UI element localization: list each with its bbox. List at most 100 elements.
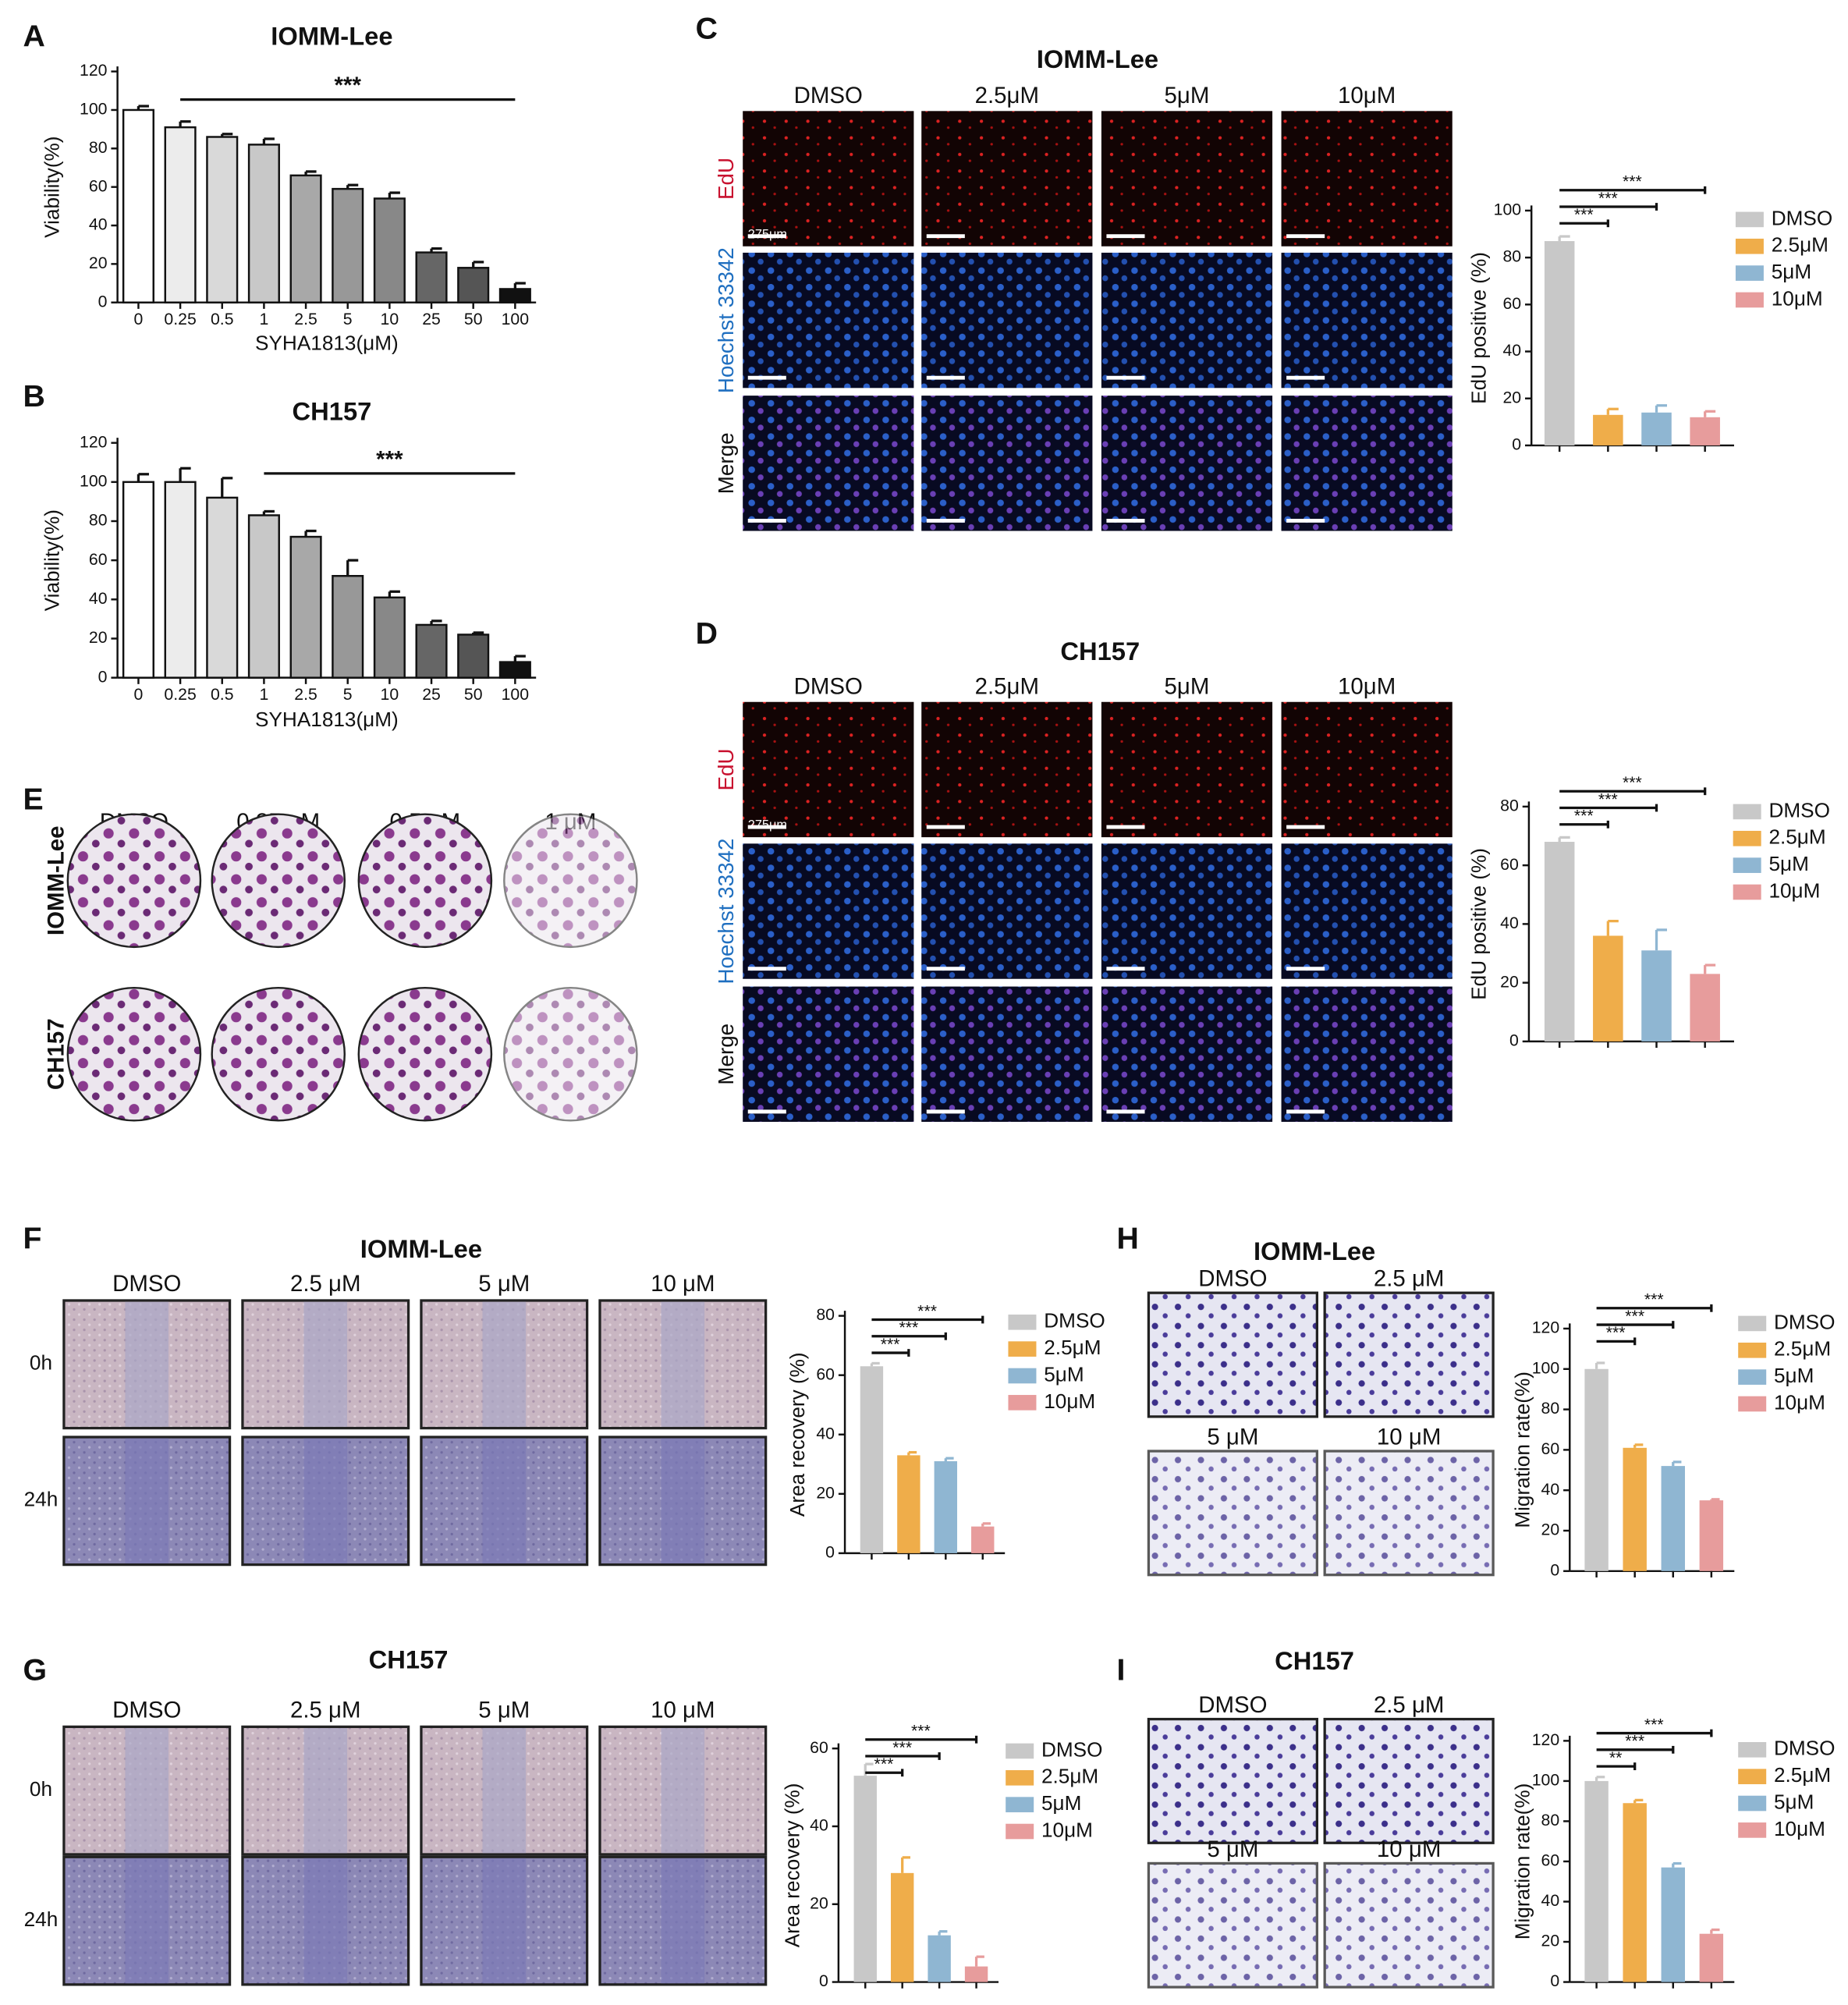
legend-swatch (1733, 884, 1761, 900)
colony-dish (66, 813, 202, 949)
legend-swatch (1008, 1341, 1037, 1357)
bar (289, 535, 322, 679)
y-tick-label: 0 (1512, 435, 1521, 454)
micrograph (1281, 986, 1453, 1122)
x-tick-label: 0 (134, 310, 144, 328)
x-tick-label: 1 (259, 685, 268, 704)
y-tick-label: 60 (1541, 1851, 1560, 1870)
y-axis-label: Migration rate(%) (1510, 1372, 1534, 1528)
y-tick-label: 40 (1502, 341, 1521, 360)
legend-swatch (1735, 211, 1764, 228)
legend-swatch (1738, 1769, 1767, 1784)
significance-label: *** (911, 1722, 931, 1741)
bar (1593, 935, 1623, 1042)
x-axis-label: SYHA1813(μM) (255, 708, 399, 731)
panel-label: H (1117, 1221, 1139, 1255)
bar (1690, 974, 1720, 1042)
wound-gap (661, 1301, 705, 1427)
y-tick-label: 0 (1509, 1031, 1519, 1050)
y-axis-label: Area recovery (%) (781, 1783, 804, 1947)
bar (1623, 1447, 1647, 1571)
column-label: 2.5 μM (290, 1271, 361, 1297)
bar (1690, 417, 1720, 445)
legend-swatch (1738, 1369, 1767, 1385)
significance-label: *** (899, 1318, 918, 1337)
chart-title: CH157 (293, 397, 372, 426)
bar (498, 288, 531, 303)
legend-label: 2.5μM (1041, 1765, 1098, 1788)
significance-label: *** (874, 1755, 894, 1773)
micrograph (921, 396, 1093, 531)
column-label: 10μM (1338, 674, 1396, 700)
legend-label: DMSO (1772, 206, 1832, 229)
y-tick-label: 80 (1500, 796, 1519, 814)
bar (1544, 241, 1575, 445)
significance-label: *** (881, 1335, 900, 1354)
column-label: 2.5μM (975, 674, 1039, 700)
transwell-image (1147, 1450, 1318, 1577)
column-label: 2.5μM (975, 83, 1039, 108)
y-tick-label: 0 (1550, 1971, 1559, 1990)
x-tick-label: 100 (502, 685, 529, 704)
legend-label: DMSO (1774, 1310, 1835, 1333)
bar (457, 633, 490, 679)
bar (373, 596, 406, 679)
bar (1623, 1803, 1647, 1982)
transwell-image (1147, 1861, 1318, 1989)
bar (122, 481, 154, 679)
image-label: 5 μM (1207, 1836, 1258, 1862)
wound-gap (125, 1858, 169, 1984)
legend-label: 2.5μM (1774, 1337, 1831, 1361)
bar (415, 251, 448, 303)
legend-swatch (1006, 1769, 1034, 1786)
column-label: 5 μM (478, 1698, 530, 1723)
y-tick-label: 20 (89, 628, 108, 647)
y-tick-label: 60 (1500, 855, 1519, 874)
y-tick-label: 0 (819, 1971, 828, 1990)
bar (1699, 1500, 1724, 1571)
bar (1661, 1466, 1685, 1571)
micrograph (1281, 396, 1453, 531)
micrograph (1281, 111, 1453, 247)
bar (1641, 412, 1672, 445)
wound-gap (661, 1728, 705, 1854)
bar (498, 661, 531, 679)
micrograph (743, 986, 914, 1122)
y-tick-label: 60 (89, 176, 108, 195)
y-tick-label: 20 (1502, 388, 1521, 406)
column-label: 10 μM (651, 1698, 715, 1723)
bar (373, 197, 406, 303)
legend-label: 5μM (1772, 260, 1811, 283)
panel-title: CH157 (1275, 1646, 1354, 1675)
x-axis-label: SYHA1813(μM) (255, 332, 399, 355)
bar (332, 187, 364, 303)
transwell-image (1323, 1291, 1495, 1418)
legend-swatch (1738, 1396, 1767, 1412)
chart-title: IOMM-Lee (271, 22, 392, 51)
image-label: DMSO (1198, 1692, 1267, 1718)
image-label: 10 μM (1377, 1424, 1441, 1450)
micrograph (1101, 986, 1273, 1122)
legend-label: 2.5μM (1768, 825, 1825, 849)
legend-swatch (1733, 830, 1761, 846)
colony-dish (503, 813, 638, 949)
bar (1661, 1867, 1685, 1982)
bar (1584, 1780, 1609, 1982)
row-label: IOMM-Lee (44, 825, 69, 935)
significance-label: *** (1623, 172, 1642, 191)
micrograph (743, 843, 914, 979)
significance-label: *** (1623, 773, 1642, 792)
panel-label: F (23, 1221, 42, 1255)
y-tick-label: 40 (1541, 1891, 1560, 1910)
micrograph (743, 252, 914, 389)
wound-gap (482, 1728, 527, 1854)
image-label: 10 μM (1377, 1836, 1441, 1862)
legend-swatch (1008, 1314, 1037, 1330)
bar (247, 514, 280, 679)
significance-label: *** (917, 1301, 937, 1320)
x-tick-label: 5 (343, 685, 353, 704)
x-tick-label: 25 (422, 310, 441, 328)
column-label: 5μM (1165, 674, 1210, 700)
legend-label: 5μM (1044, 1362, 1084, 1386)
micrograph (921, 986, 1093, 1122)
